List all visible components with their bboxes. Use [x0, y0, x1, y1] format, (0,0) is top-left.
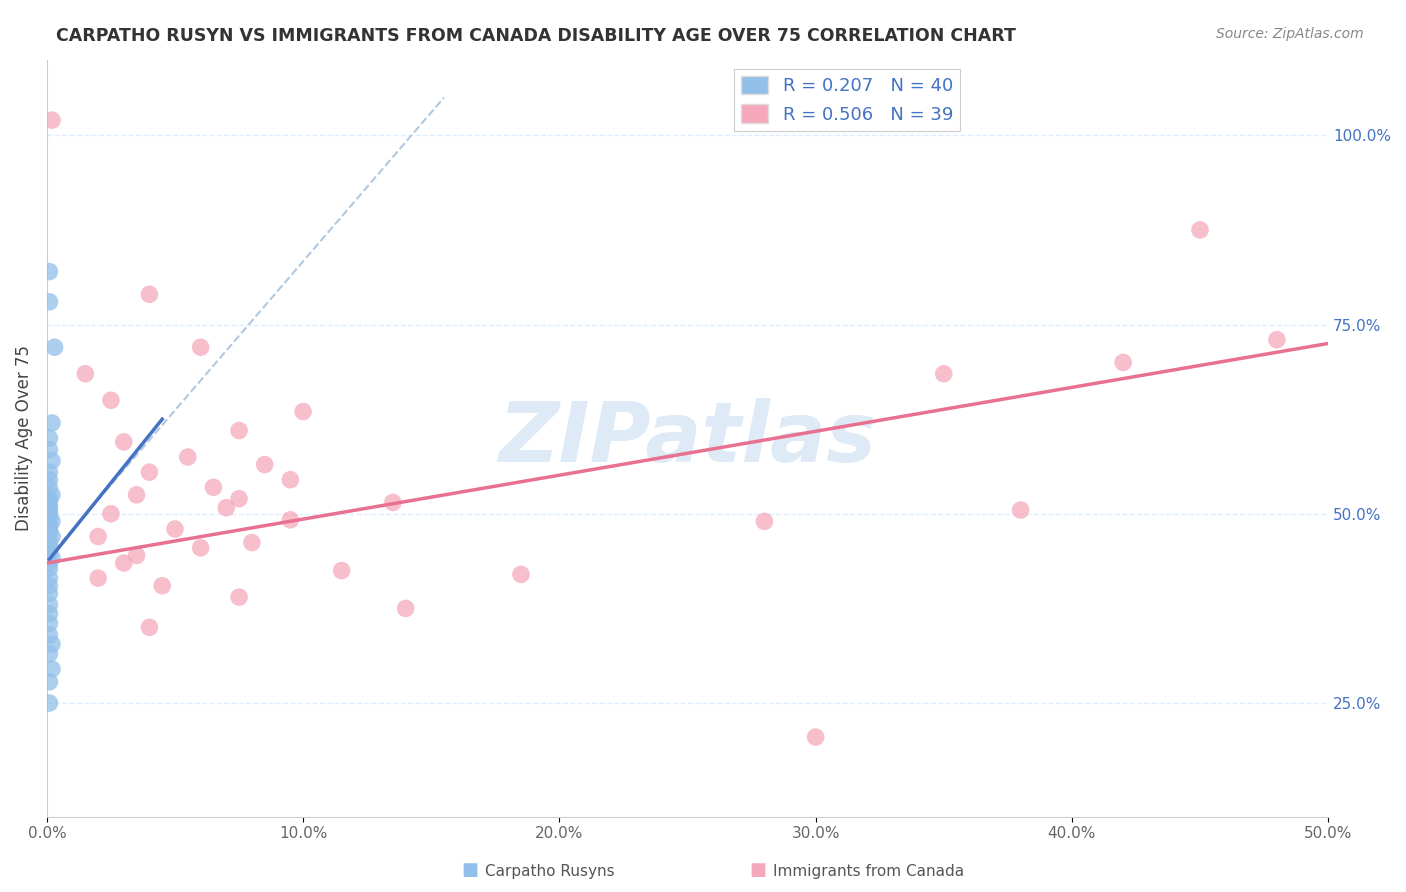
Point — [38, 495, 60, 509]
Point — [138, 287, 160, 301]
Point — [163, 522, 186, 536]
Text: CARPATHO RUSYN VS IMMIGRANTS FROM CANADA DISABILITY AGE OVER 75 CORRELATION CHAR: CARPATHO RUSYN VS IMMIGRANTS FROM CANADA… — [56, 27, 1017, 45]
Point — [112, 556, 135, 570]
Point — [87, 529, 110, 543]
Point — [41, 113, 63, 128]
Point — [38, 535, 60, 549]
Point — [38, 510, 60, 524]
Point — [38, 674, 60, 689]
Text: Carpatho Rusyns: Carpatho Rusyns — [485, 863, 614, 879]
Point — [292, 404, 315, 418]
Point — [190, 340, 212, 354]
Point — [41, 529, 63, 543]
Text: Source: ZipAtlas.com: Source: ZipAtlas.com — [1216, 27, 1364, 41]
Point — [253, 458, 276, 472]
Text: Immigrants from Canada: Immigrants from Canada — [773, 863, 965, 879]
Point — [138, 465, 160, 479]
Point — [38, 431, 60, 445]
Point — [100, 507, 122, 521]
Point — [38, 503, 60, 517]
Point — [202, 480, 225, 494]
Point — [41, 550, 63, 565]
Point — [150, 579, 173, 593]
Point — [41, 637, 63, 651]
Point — [38, 616, 60, 631]
Point — [38, 442, 60, 457]
Point — [38, 525, 60, 540]
Point — [125, 549, 148, 563]
Point — [1265, 333, 1288, 347]
Point — [38, 507, 60, 521]
Point — [38, 473, 60, 487]
Point — [228, 590, 250, 604]
Point — [1010, 503, 1032, 517]
Point — [754, 514, 776, 528]
Point — [38, 465, 60, 479]
Point — [41, 488, 63, 502]
Point — [240, 535, 263, 549]
Text: ■: ■ — [461, 861, 478, 879]
Point — [228, 424, 250, 438]
Point — [38, 264, 60, 278]
Point — [38, 696, 60, 710]
Point — [41, 514, 63, 528]
Point — [381, 495, 404, 509]
Point — [38, 541, 60, 555]
Point — [38, 607, 60, 621]
Point — [395, 601, 418, 615]
Point — [100, 393, 122, 408]
Point — [112, 434, 135, 449]
Point — [1112, 355, 1135, 369]
Point — [38, 628, 60, 642]
Point — [38, 586, 60, 600]
Point — [38, 480, 60, 494]
Point — [38, 579, 60, 593]
Point — [125, 488, 148, 502]
Point — [932, 367, 955, 381]
Point — [38, 294, 60, 309]
Point — [38, 546, 60, 560]
Point — [41, 454, 63, 468]
Point — [38, 571, 60, 585]
Point — [228, 491, 250, 506]
Legend: R = 0.207   N = 40, R = 0.506   N = 39: R = 0.207 N = 40, R = 0.506 N = 39 — [734, 69, 960, 131]
Point — [215, 500, 238, 515]
Point — [278, 513, 301, 527]
Point — [38, 647, 60, 661]
Text: ZIPatlas: ZIPatlas — [499, 398, 876, 479]
Point — [75, 367, 97, 381]
Point — [44, 340, 66, 354]
Point — [1188, 223, 1211, 237]
Point — [38, 522, 60, 536]
Point — [38, 556, 60, 570]
Point — [510, 567, 533, 582]
Point — [38, 491, 60, 506]
Point — [138, 620, 160, 634]
Point — [177, 450, 200, 464]
Point — [38, 561, 60, 575]
Point — [278, 473, 301, 487]
Point — [38, 598, 60, 612]
Point — [38, 500, 60, 514]
Point — [190, 541, 212, 555]
Point — [330, 564, 353, 578]
Point — [41, 662, 63, 676]
Point — [804, 730, 827, 744]
Point — [87, 571, 110, 585]
Text: ■: ■ — [749, 861, 766, 879]
Point — [41, 416, 63, 430]
Y-axis label: Disability Age Over 75: Disability Age Over 75 — [15, 345, 32, 531]
Point — [38, 518, 60, 533]
